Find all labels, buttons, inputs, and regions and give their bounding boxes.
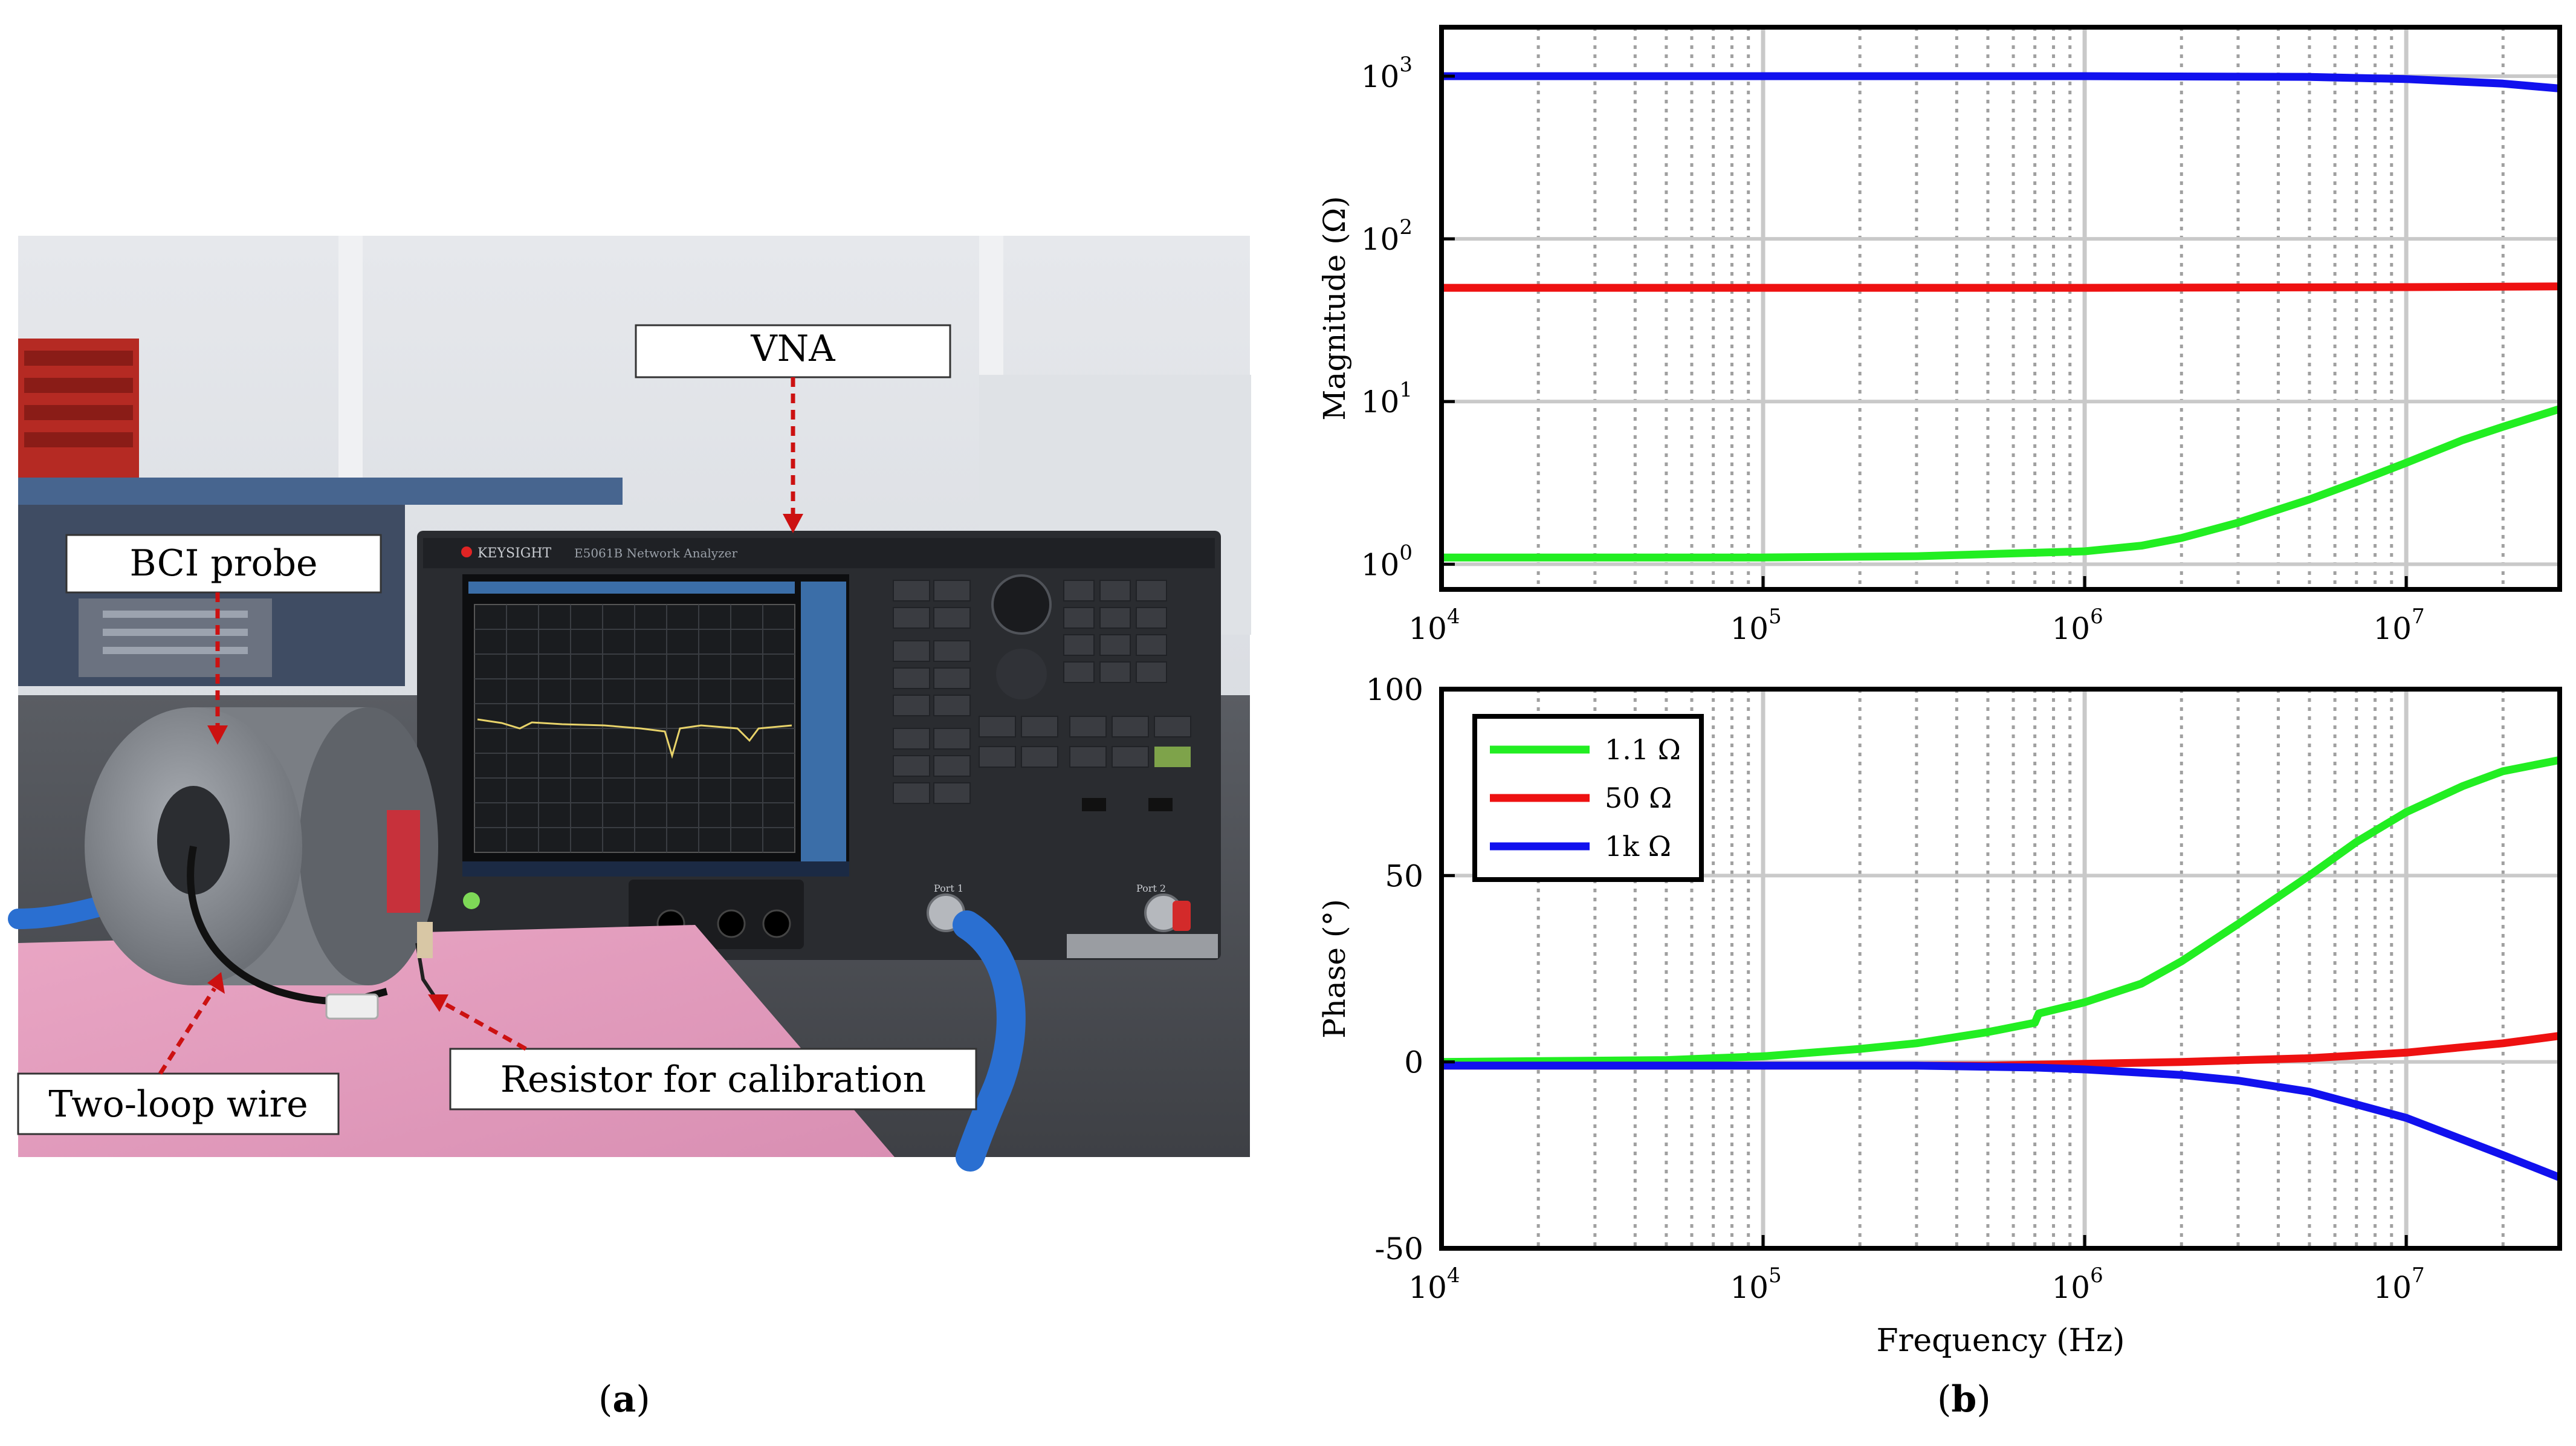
series-line-0 xyxy=(1441,756,2561,1066)
magnitude-y-label: Magnitude (Ω) xyxy=(1317,196,1352,420)
vna-trace xyxy=(477,718,792,759)
x-tick-label: 105 xyxy=(1730,605,1781,646)
label-vna-text: VNA xyxy=(750,328,835,370)
magnitude-chart: 104 105 106 107 100 101 102 103 Magnitude (Ω) xyxy=(1317,25,2562,646)
vna-keypad xyxy=(893,580,1191,804)
phase-ticks: 104 105 106 107 -50 0 50 100 xyxy=(1366,672,2425,1305)
legend-label-1: 50 Ω xyxy=(1605,782,1672,814)
label-two-loop-wire-text: Two-loop wire xyxy=(48,1083,308,1126)
series-line-2 xyxy=(1442,1062,2561,1181)
y-tick-label: 50 xyxy=(1385,858,1423,893)
series-line-2 xyxy=(1442,72,2560,92)
phase-series xyxy=(1441,756,2561,1181)
legend-label-2: 1k Ω xyxy=(1605,830,1671,863)
x-tick-label: 105 xyxy=(1730,1263,1781,1305)
label-bci-probe: BCI probe xyxy=(65,534,382,594)
x-tick-label: 104 xyxy=(1408,1263,1460,1305)
y-tick-label: 102 xyxy=(1361,215,1413,257)
magnitude-series xyxy=(1442,72,2561,562)
port2-label: Port 2 xyxy=(1136,883,1166,894)
y-tick-label: 100 xyxy=(1366,672,1423,707)
storage-shelves xyxy=(18,339,623,686)
keysight-logo-icon xyxy=(461,546,472,557)
vna-screen-grid xyxy=(474,605,795,852)
arrowheads xyxy=(207,514,803,1012)
label-resistor-text: Resistor for calibration xyxy=(500,1059,926,1101)
series-line-0 xyxy=(1442,405,2561,562)
series-line-1 xyxy=(1442,282,2560,292)
y-tick-label: 101 xyxy=(1361,378,1413,420)
legend-label-0: 1.1 Ω xyxy=(1605,733,1681,766)
vna-rotary-knob xyxy=(991,574,1052,635)
y-tick-label: 103 xyxy=(1361,53,1413,94)
y-tick-label: 0 xyxy=(1404,1045,1423,1080)
y-tick-label: 100 xyxy=(1361,540,1413,582)
label-vna: VNA xyxy=(635,324,951,378)
phase-axes-box xyxy=(1439,687,2562,1251)
vna-brand: KEYSIGHT xyxy=(477,546,552,561)
arrow-wire-head xyxy=(207,972,225,994)
phase-y-label: Phase (°) xyxy=(1317,899,1352,1039)
y-tick-label: -50 xyxy=(1374,1231,1423,1266)
x-tick-label: 107 xyxy=(2374,605,2425,646)
label-bci-probe-text: BCI probe xyxy=(129,542,317,585)
vna-instrument: KEYSIGHT E5061B Network Analyzer xyxy=(417,531,1221,960)
caption-a: (a) xyxy=(598,1378,650,1421)
annotation-arrows xyxy=(158,377,795,1075)
arrow-vna-head xyxy=(783,514,803,533)
power-button-icon xyxy=(463,892,480,909)
vna-model: E5061B Network Analyzer xyxy=(574,546,737,560)
arrow-resistor-head xyxy=(428,994,448,1012)
arrow-probe-head xyxy=(207,725,228,745)
calibration-resistor xyxy=(417,922,433,958)
x-tick-label: 106 xyxy=(2051,605,2103,646)
magnitude-ticks: 104 105 106 107 100 101 102 103 xyxy=(1361,53,2425,646)
magnitude-grid xyxy=(1439,27,2561,589)
x-tick-label: 107 xyxy=(2374,1263,2425,1305)
magnitude-axes-box xyxy=(1439,25,2562,592)
caption-b: (b) xyxy=(1937,1378,1991,1421)
bci-probe xyxy=(85,707,438,1020)
port1-label: Port 1 xyxy=(934,883,963,894)
phase-chart: 104 105 106 107 -50 0 50 100 Phase (°) Frequenc… xyxy=(1317,672,2562,1359)
label-resistor: Resistor for calibration xyxy=(449,1048,977,1110)
x-tick-label: 104 xyxy=(1408,605,1460,646)
phase-legend: 1.1 Ω 50 Ω 1k Ω xyxy=(1472,714,1704,882)
x-tick-label: 106 xyxy=(2051,1263,2103,1305)
vna-preset-key xyxy=(1154,747,1191,767)
phase-x-label: Frequency (Hz) xyxy=(1876,1323,2125,1359)
vna-arrow-pad xyxy=(996,649,1047,699)
label-two-loop-wire: Two-loop wire xyxy=(17,1072,340,1135)
